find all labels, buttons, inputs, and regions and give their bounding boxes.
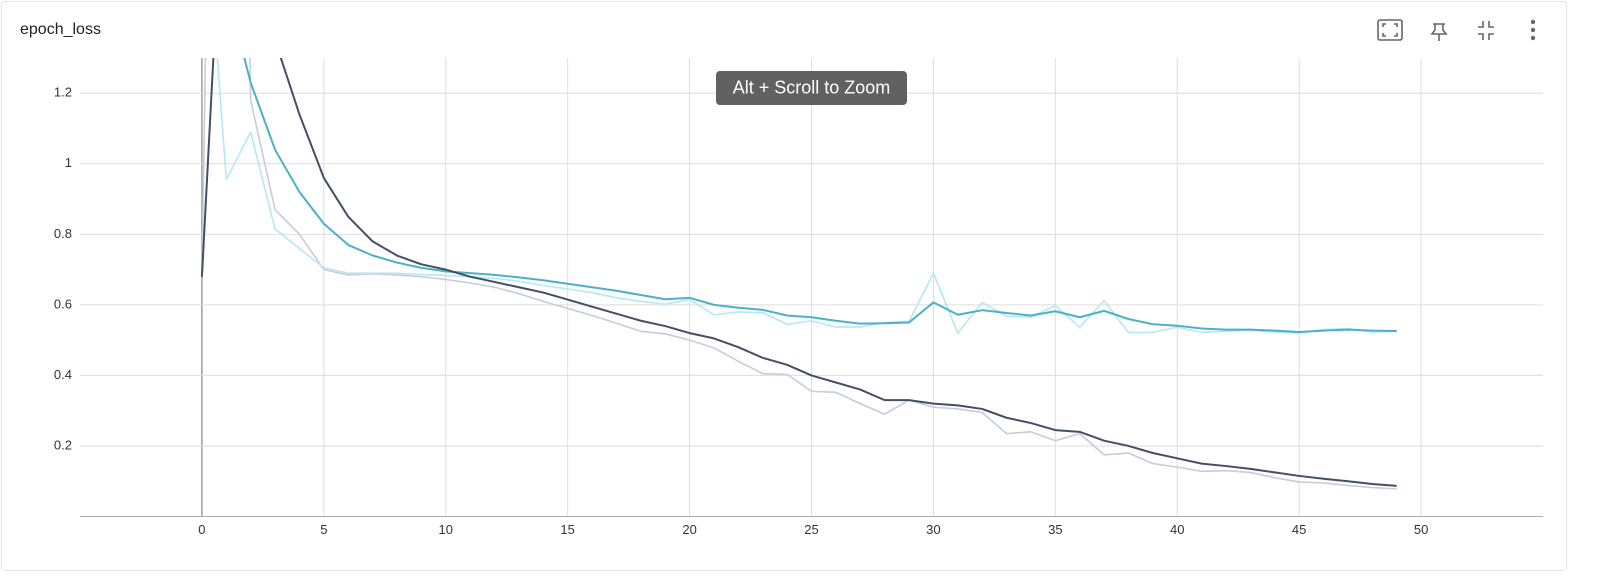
- series-line: [200, 58, 1397, 487]
- series-line: [243, 58, 1397, 334]
- x-tick-label: 35: [1048, 522, 1062, 537]
- collapse-button[interactable]: [1478, 21, 1494, 40]
- zoom-tooltip: Alt + Scroll to Zoom: [716, 71, 907, 105]
- y-tick-label: 1.2: [54, 85, 72, 100]
- chart-title: epoch_loss: [20, 21, 101, 38]
- tooltip-box: [716, 71, 907, 105]
- toolbar: [1377, 19, 1536, 41]
- x-tick-label: 10: [439, 522, 453, 537]
- x-tick-label: 25: [804, 522, 818, 537]
- x-tick-label: 15: [560, 522, 574, 537]
- tooltip-text: Alt + Scroll to Zoom: [733, 77, 891, 97]
- y-tick-label: 0.2: [54, 437, 72, 452]
- x-tick-label: 0: [198, 522, 205, 537]
- fit-button[interactable]: [1377, 19, 1403, 41]
- card: [1, 1, 1567, 571]
- menu-button[interactable]: [1530, 19, 1536, 41]
- x-tick-label: 45: [1292, 522, 1306, 537]
- y-tick-label: 0.6: [54, 296, 72, 311]
- x-tick-label: 5: [320, 522, 327, 537]
- tick-labels: 0 5 10 15 20 25 30 35 40 45 50 0.2 0.4 0.6 0.8 1 1.2: [54, 85, 1428, 537]
- x-tick-label: 30: [926, 522, 940, 537]
- series-line: [216, 58, 1397, 334]
- pin-button[interactable]: [1430, 23, 1448, 41]
- plot-area: [200, 58, 1397, 490]
- x-tick-label: 40: [1170, 522, 1184, 537]
- y-tick-label: 1: [65, 155, 72, 170]
- y-tick-label: 0.8: [54, 226, 72, 241]
- x-tick-label: 50: [1414, 522, 1428, 537]
- x-tick-label: 20: [682, 522, 696, 537]
- y-tick-label: 0.4: [54, 367, 72, 382]
- series-line: [201, 58, 1397, 490]
